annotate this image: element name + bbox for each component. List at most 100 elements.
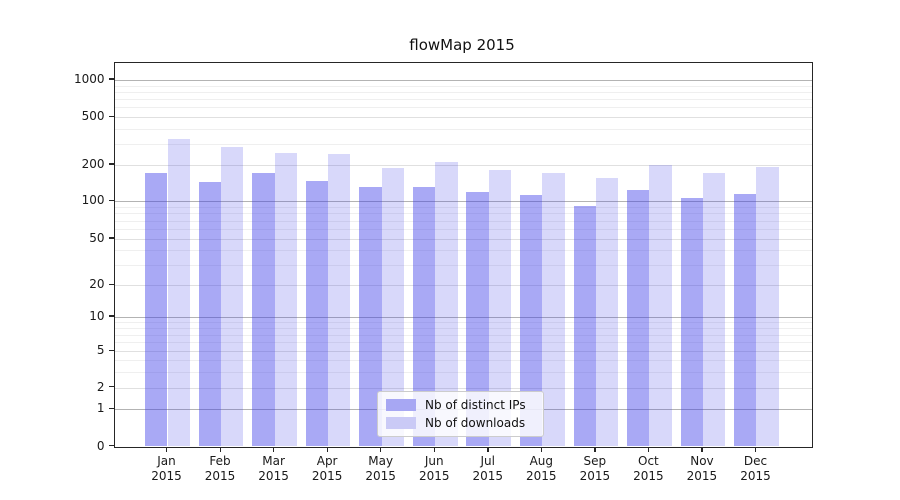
y-tick-label-5: 5 (96, 343, 105, 358)
y-tick-mark-100 (108, 199, 114, 202)
x-tick-mark-apr (326, 446, 328, 452)
bar-oct-distinct-ips (627, 190, 650, 447)
gridline-minor (114, 213, 812, 215)
bar-jul-downloads (488, 170, 512, 447)
y-tick-mark-2 (108, 386, 114, 388)
gridline-minor (114, 360, 812, 362)
gridline-minor (114, 327, 812, 329)
y-tick-mark-20 (108, 283, 114, 286)
legend: Nb of distinct IPs Nb of downloads (377, 391, 544, 437)
bar-jul-distinct-ips (466, 192, 489, 447)
legend-item-distinct-ips: Nb of distinct IPs (386, 397, 535, 413)
x-tick-mark-jan (166, 446, 168, 452)
bar-jan-downloads (167, 138, 190, 447)
gridline-minor (114, 322, 812, 324)
bar-dec-distinct-ips (734, 193, 757, 447)
plot-area (113, 62, 813, 448)
legend-swatch-distinct-ips (386, 399, 416, 411)
x-tick-mark-mar (273, 446, 275, 452)
gridline-50 (114, 238, 812, 240)
gridline-20 (114, 285, 812, 287)
x-tick-label-nov: Nov 2015 (686, 453, 718, 483)
gridline-2 (114, 387, 812, 389)
bar-jun-downloads (435, 162, 458, 447)
x-tick-label-mar: Mar 2015 (258, 453, 289, 483)
y-tick-label-2: 2 (96, 379, 105, 394)
gridline-minor (114, 220, 812, 222)
bar-mar-downloads (274, 153, 297, 447)
gridline-minor (114, 264, 812, 266)
x-tick-label-jun: Jun 2015 (418, 453, 450, 483)
y-tick-mark-10 (108, 315, 114, 317)
x-tick-label-jan: Jan 2015 (151, 453, 182, 483)
gridline-minor (114, 85, 812, 87)
y-tick-label-1000: 1000 (73, 71, 105, 86)
bar-apr-downloads (328, 153, 351, 447)
bar-jan-distinct-ips (145, 173, 168, 447)
bar-mar-distinct-ips (252, 173, 275, 447)
x-tick-label-apr: Apr 2015 (311, 453, 343, 483)
bar-apr-distinct-ips (305, 181, 329, 447)
y-tick-mark-200 (108, 163, 114, 165)
x-tick-mark-nov (701, 446, 703, 452)
y-tick-label-200: 200 (81, 156, 105, 171)
x-tick-mark-sep (594, 446, 596, 452)
bar-may-distinct-ips (359, 186, 382, 447)
y-tick-mark-5 (108, 349, 114, 352)
gridline-minor (114, 342, 812, 344)
x-tick-label-feb: Feb 2015 (204, 453, 236, 483)
x-tick-mark-jul (487, 446, 489, 452)
gridline-minor (114, 128, 812, 130)
legend-label-distinct-ips: Nb of distinct IPs (425, 398, 526, 412)
y-tick-mark-500 (108, 115, 114, 118)
gridline-minor (114, 99, 812, 101)
gridline-5 (114, 351, 812, 353)
y-tick-label-50: 50 (89, 230, 105, 245)
x-tick-mark-dec (754, 446, 757, 452)
gridline-minor (114, 91, 812, 93)
y-tick-label-1: 1 (96, 401, 105, 416)
x-tick-label-aug: Aug 2015 (526, 453, 557, 483)
gridline-minor (114, 228, 812, 230)
gridline-200 (114, 164, 812, 166)
gridline-minor (114, 107, 812, 109)
x-tick-mark-oct (647, 446, 650, 452)
x-tick-mark-aug (540, 446, 543, 452)
y-tick-label-20: 20 (89, 277, 105, 292)
x-tick-mark-may (380, 446, 382, 452)
gridline-minor (114, 207, 812, 208)
bar-dec-downloads (756, 166, 779, 447)
gridline-minor (114, 250, 812, 252)
x-tick-label-sep: Sep 2015 (579, 453, 611, 483)
bar-nov-distinct-ips (680, 197, 703, 447)
x-tick-label-dec: Dec 2015 (740, 453, 771, 483)
x-tick-mark-jun (433, 446, 436, 452)
x-tick-label-oct: Oct 2015 (633, 453, 664, 483)
y-tick-label-500: 500 (81, 109, 105, 124)
chart-title: flowMap 2015 (409, 36, 515, 54)
bar-feb-distinct-ips (198, 181, 222, 447)
legend-label-downloads: Nb of downloads (425, 416, 526, 430)
gridline-500 (114, 117, 812, 119)
legend-item-downloads: Nb of downloads (386, 415, 535, 431)
y-tick-mark-50 (108, 237, 114, 239)
bar-sep-downloads (595, 177, 619, 447)
gridline-100 (114, 201, 812, 203)
x-tick-label-may: May 2015 (365, 453, 396, 483)
bar-jun-distinct-ips (412, 186, 436, 447)
legend-swatch-downloads (386, 417, 416, 429)
gridline-10 (114, 316, 812, 318)
gridline-1000 (114, 79, 812, 81)
y-tick-label-0: 0 (96, 438, 105, 453)
bar-feb-downloads (221, 147, 244, 447)
y-tick-mark-1 (108, 407, 114, 410)
y-tick-mark-0 (108, 445, 114, 447)
bar-nov-downloads (702, 173, 726, 447)
bar-oct-downloads (649, 164, 672, 447)
bar-sep-distinct-ips (573, 206, 596, 447)
gridline-minor (114, 143, 812, 145)
x-tick-mark-feb (219, 446, 221, 452)
bar-aug-distinct-ips (520, 194, 543, 447)
gridline-minor (114, 334, 812, 336)
x-tick-label-jul: Jul 2015 (472, 453, 504, 483)
